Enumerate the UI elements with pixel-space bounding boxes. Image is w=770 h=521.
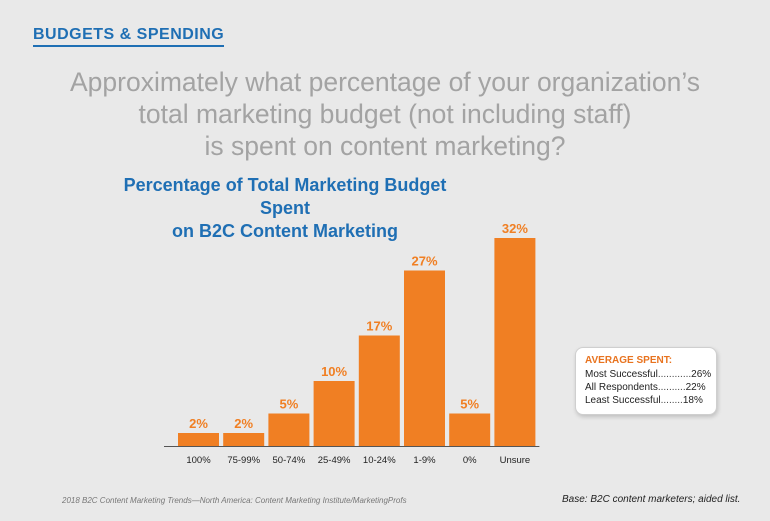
question-heading: Approximately what percentage of your or… [20,66,750,162]
average-row-label: Least Successful [585,395,661,406]
average-row-leader: .......... [657,382,686,393]
value-label: 2% [189,416,208,431]
bar-0% [449,413,491,446]
category-label: 25-49% [318,455,351,466]
category-label: 1-9% [413,455,436,466]
question-line-3: is spent on content marketing? [204,131,566,161]
question-line-1: Approximately what percentage of your or… [70,67,700,97]
category-label: 10-24% [363,455,396,466]
chart-title: Percentage of Total Marketing Budget Spe… [120,174,450,243]
average-row-most-successful: Most Successful ............ 26% [585,368,716,381]
average-spent-box: AVERAGE SPENT: Most Successful .........… [575,347,717,415]
bar-10-24% [358,335,400,446]
chart-title-line-1: Percentage of Total Marketing Budget Spe… [123,175,447,218]
category-label: Unsure [500,455,531,466]
average-row-leader: ........ [660,395,683,406]
average-row-least-successful: Least Successful ........ 18% [585,394,716,407]
average-row-leader: ............ [657,369,692,380]
category-label: 0% [463,455,477,466]
value-label: 27% [411,254,437,269]
average-row-value: 18% [682,395,703,406]
bar-1-9% [404,270,445,446]
source-note: 2018 B2C Content Marketing Trends—North … [62,496,407,505]
bar-50-74% [268,413,310,446]
average-row-all-respondents: All Respondents .......... 22% [585,381,716,394]
chart-title-line-2: on B2C Content Marketing [171,221,398,241]
average-row-label: All Respondents [585,382,658,393]
value-label: 5% [280,397,299,412]
value-label: 2% [234,416,253,431]
value-label: 32% [502,221,528,236]
bar-Unsure [494,238,536,446]
category-label: 75-99% [227,455,260,466]
value-label: 5% [460,397,479,412]
base-note: Base: B2C content marketers; aided list. [562,494,741,505]
category-label: 50-74% [273,455,306,466]
bar-75-99% [223,433,265,446]
question-line-2: total marketing budget (not including st… [138,99,632,129]
bar-100% [178,433,219,446]
category-label: 100% [186,455,211,466]
average-row-label: Most Successful [585,369,658,380]
value-label: 17% [366,319,392,334]
value-label: 10% [321,364,347,379]
bar-25-49% [313,381,355,446]
section-tag: BUDGETS & SPENDING [33,26,225,47]
average-spent-heading: AVERAGE SPENT: [585,355,673,366]
average-row-value: 22% [685,382,706,393]
average-row-value: 26% [691,369,712,380]
